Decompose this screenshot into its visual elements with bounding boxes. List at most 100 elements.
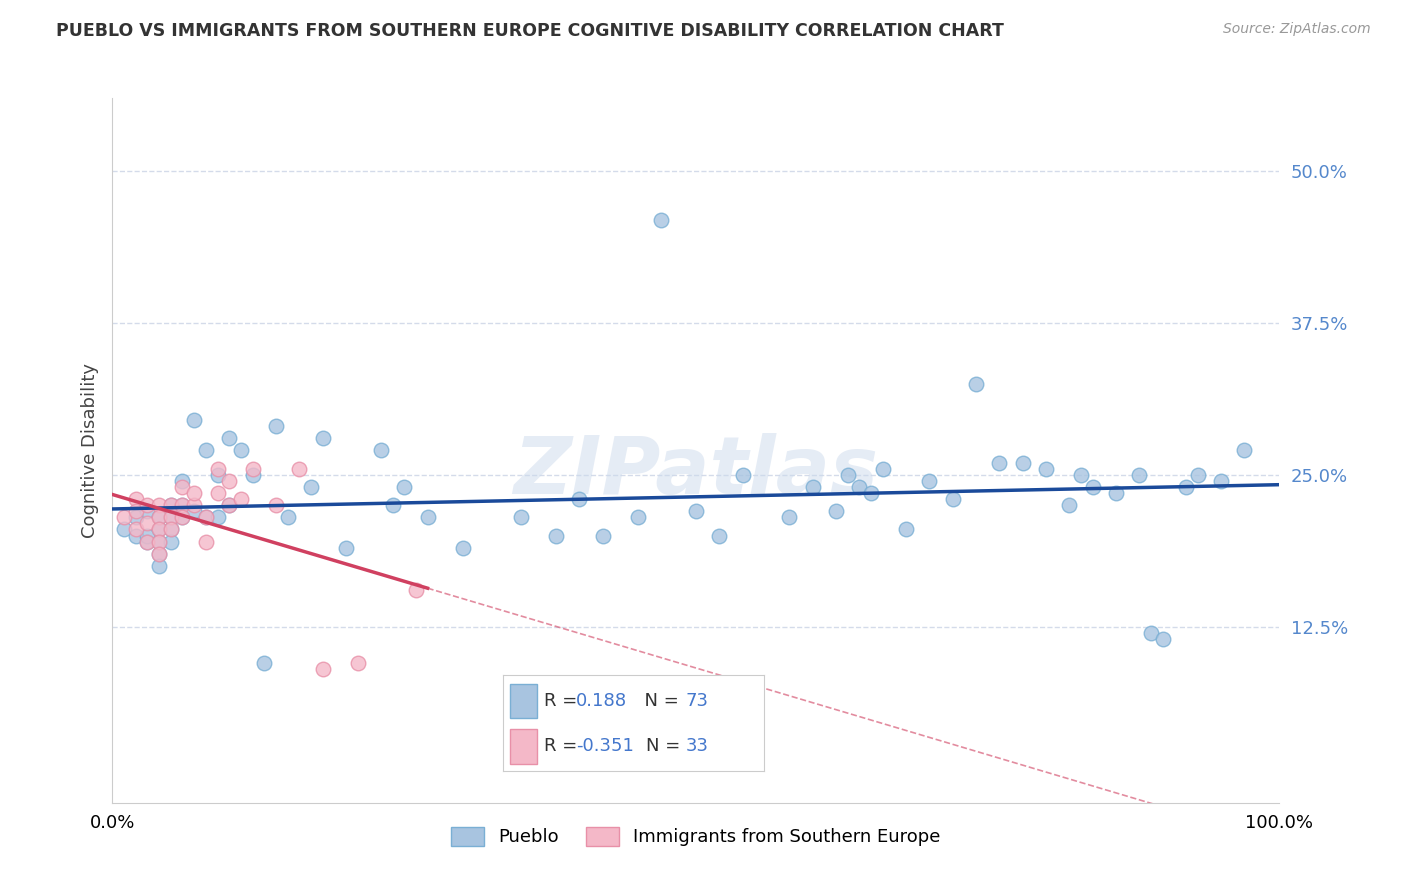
Point bbox=[112, 523, 135, 537]
Point bbox=[218, 498, 240, 512]
Point bbox=[416, 510, 439, 524]
Point bbox=[207, 461, 229, 475]
Point bbox=[207, 467, 229, 482]
Point bbox=[801, 480, 824, 494]
Point bbox=[218, 431, 240, 445]
Point bbox=[242, 467, 264, 482]
Point bbox=[183, 486, 205, 500]
Bar bbox=[510, 729, 537, 764]
Point bbox=[848, 480, 870, 494]
Point bbox=[346, 656, 368, 670]
Point bbox=[1059, 498, 1081, 512]
Text: Source: ZipAtlas.com: Source: ZipAtlas.com bbox=[1223, 22, 1371, 37]
Point bbox=[160, 534, 183, 549]
Point bbox=[160, 523, 183, 537]
Point bbox=[650, 212, 672, 227]
Point bbox=[335, 541, 357, 555]
Point bbox=[136, 504, 159, 518]
Point bbox=[229, 443, 252, 458]
Point bbox=[1081, 480, 1104, 494]
Legend: Pueblo, Immigrants from Southern Europe: Pueblo, Immigrants from Southern Europe bbox=[444, 820, 948, 854]
Point bbox=[1187, 467, 1209, 482]
Point bbox=[825, 504, 848, 518]
Point bbox=[125, 504, 148, 518]
Point bbox=[172, 474, 194, 488]
Point bbox=[194, 510, 217, 524]
Point bbox=[207, 510, 229, 524]
Point bbox=[1011, 456, 1033, 470]
Point bbox=[148, 558, 170, 573]
Point bbox=[1070, 467, 1092, 482]
Point bbox=[872, 461, 894, 475]
Point bbox=[837, 467, 859, 482]
Point bbox=[172, 510, 194, 524]
Point bbox=[183, 413, 205, 427]
Point bbox=[405, 583, 427, 598]
Point bbox=[860, 486, 883, 500]
Text: N =: N = bbox=[647, 737, 686, 756]
Point bbox=[125, 510, 148, 524]
Point bbox=[229, 491, 252, 506]
Point bbox=[894, 523, 917, 537]
Point bbox=[709, 528, 731, 542]
Point bbox=[509, 510, 531, 524]
Point bbox=[544, 528, 567, 542]
Point bbox=[160, 510, 183, 524]
Point bbox=[1140, 625, 1163, 640]
Point bbox=[568, 491, 591, 506]
Point bbox=[136, 498, 159, 512]
Point bbox=[136, 534, 159, 549]
Point bbox=[685, 504, 707, 518]
Text: ZIPatlas: ZIPatlas bbox=[513, 433, 879, 510]
Point bbox=[136, 534, 159, 549]
Text: N =: N = bbox=[633, 692, 685, 710]
Point bbox=[381, 498, 404, 512]
Point bbox=[112, 510, 135, 524]
Point bbox=[264, 498, 287, 512]
Point bbox=[136, 528, 159, 542]
Point bbox=[778, 510, 800, 524]
Text: 0.188: 0.188 bbox=[576, 692, 627, 710]
Point bbox=[242, 461, 264, 475]
Point bbox=[1175, 480, 1198, 494]
Point bbox=[148, 547, 170, 561]
Point bbox=[370, 443, 392, 458]
Point bbox=[148, 498, 170, 512]
Point bbox=[172, 480, 194, 494]
Text: 33: 33 bbox=[686, 737, 709, 756]
Bar bbox=[510, 684, 537, 718]
Point bbox=[183, 498, 205, 512]
Point bbox=[136, 516, 159, 531]
Text: 73: 73 bbox=[686, 692, 709, 710]
Point bbox=[125, 523, 148, 537]
Point bbox=[148, 523, 170, 537]
Point bbox=[172, 498, 194, 512]
Point bbox=[731, 467, 754, 482]
Point bbox=[194, 510, 217, 524]
Point bbox=[160, 498, 183, 512]
Point bbox=[253, 656, 276, 670]
Point bbox=[918, 474, 941, 488]
Point bbox=[194, 443, 217, 458]
Point bbox=[218, 498, 240, 512]
Point bbox=[172, 510, 194, 524]
Point bbox=[1209, 474, 1232, 488]
Text: R =: R = bbox=[544, 692, 583, 710]
Point bbox=[942, 491, 965, 506]
Point bbox=[125, 528, 148, 542]
Point bbox=[627, 510, 650, 524]
Point bbox=[311, 431, 333, 445]
Point bbox=[451, 541, 474, 555]
Point bbox=[965, 376, 987, 391]
Point bbox=[160, 498, 183, 512]
Y-axis label: Cognitive Disability: Cognitive Disability bbox=[80, 363, 98, 538]
Text: R =: R = bbox=[544, 737, 583, 756]
Point bbox=[148, 523, 170, 537]
Point bbox=[148, 510, 170, 524]
Point bbox=[148, 534, 170, 549]
Point bbox=[148, 510, 170, 524]
Point bbox=[276, 510, 298, 524]
Point bbox=[1105, 486, 1128, 500]
Point bbox=[194, 534, 217, 549]
Point bbox=[988, 456, 1011, 470]
